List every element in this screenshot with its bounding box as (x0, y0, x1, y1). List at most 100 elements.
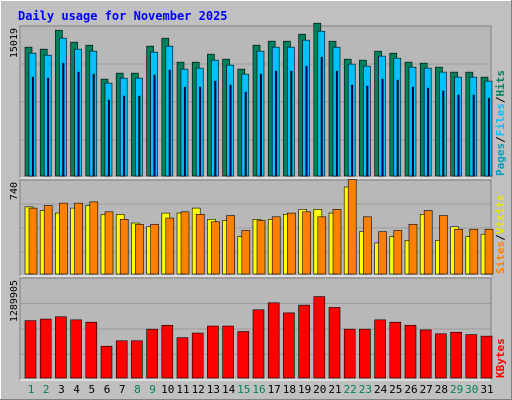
bar-kbytes (419, 329, 432, 379)
bar-kbytes (237, 331, 250, 379)
bar-kbytes (283, 312, 295, 379)
bar-sites (180, 211, 190, 275)
legend-middle: Sites/Visits (494, 195, 507, 275)
day-label: 25 (389, 383, 402, 396)
bar-pages (427, 87, 430, 177)
bar-sites (74, 202, 83, 275)
day-label: 18 (283, 383, 296, 396)
day-label: 7 (119, 383, 126, 396)
bar-sites (408, 223, 418, 275)
bar-pages (305, 65, 308, 177)
bar-kbytes (55, 316, 67, 379)
bar-kbytes (389, 321, 402, 379)
day-label: 21 (328, 383, 341, 396)
bars-hits-files-pages (24, 22, 493, 177)
bar-pages (275, 70, 278, 177)
bar-kbytes (24, 320, 37, 379)
bar-kbytes (191, 332, 204, 379)
bar-pages (229, 84, 232, 177)
day-label: 6 (104, 383, 111, 396)
ymax-label-kbytes: 1289905 (9, 280, 20, 322)
bar-pages (487, 97, 490, 177)
bar-kbytes (131, 340, 143, 379)
legend-sites: Sites (494, 241, 507, 274)
bar-pages (168, 69, 171, 177)
bar-kbytes (359, 328, 371, 379)
bar-kbytes (450, 331, 462, 379)
bar-pages (259, 73, 262, 177)
day-label: 11 (176, 383, 189, 396)
legend-pages: Pages (494, 143, 507, 176)
bar-pages (183, 86, 186, 177)
bar-kbytes (374, 319, 386, 379)
bar-kbytes (146, 328, 158, 379)
day-label: 31 (480, 383, 493, 396)
day-label: 22 (344, 383, 357, 396)
bar-pages (77, 71, 80, 177)
day-label: 17 (268, 383, 281, 396)
day-label: 8 (134, 383, 141, 396)
day-label: 5 (88, 383, 95, 396)
bar-pages (396, 79, 399, 177)
bar-kbytes (70, 319, 82, 379)
bars-kbytes (24, 296, 493, 379)
day-label: 19 (298, 383, 311, 396)
legend-hits: Hits (494, 70, 507, 97)
bar-sites (211, 221, 220, 275)
bar-sites (226, 215, 235, 275)
bar-sites (484, 228, 494, 275)
bar-sites (28, 207, 38, 275)
bar-sites (454, 228, 463, 275)
legend-sep: / (494, 234, 507, 241)
bar-sites (43, 205, 53, 275)
day-label: 13 (207, 383, 220, 396)
day-label: 12 (192, 383, 205, 396)
bar-sites (135, 223, 144, 275)
bar-kbytes (313, 296, 326, 379)
ymax-label-sites: 740 (9, 182, 20, 200)
bar-pages (366, 85, 369, 177)
bar-sites (271, 216, 281, 275)
bar-kbytes (252, 309, 265, 379)
bar-pages (107, 99, 110, 177)
day-label: 26 (404, 383, 417, 396)
day-label: 20 (313, 383, 326, 396)
bar-sites (469, 228, 479, 275)
bar-kbytes (115, 340, 128, 379)
bar-pages (320, 56, 323, 177)
bar-kbytes (176, 337, 189, 379)
day-label: 28 (435, 383, 448, 396)
day-label: 2 (43, 383, 50, 396)
x-axis-day-labels: 1 2 3 4 5 6 7 8 9 10 11 12 13 14 15 16 17 18 19 20 21 22 23 24 2… (28, 383, 494, 396)
bar-sites (363, 216, 372, 275)
day-label: 27 (420, 383, 433, 396)
bar-pages (244, 91, 247, 177)
bar-kbytes (465, 334, 478, 379)
day-label: 10 (161, 383, 174, 396)
bar-sites (302, 211, 311, 275)
bar-pages (31, 76, 34, 177)
bar-pages (92, 73, 95, 177)
bar-pages (199, 86, 202, 177)
legend-visits: Visits (494, 195, 507, 235)
bar-pages (214, 80, 217, 177)
legend-files: Files (494, 103, 507, 136)
day-label: 30 (465, 383, 478, 396)
bar-sites (378, 231, 387, 275)
bar-sites (59, 202, 68, 275)
bar-sites (317, 216, 327, 275)
bar-sites (439, 215, 448, 275)
legend-top: Pages/Files/Hits (494, 70, 507, 176)
bar-kbytes (222, 325, 234, 379)
legend-sep: / (494, 136, 507, 143)
bar-pages (47, 77, 50, 177)
bar-pages (472, 94, 475, 177)
legend-kbytes: KBytes (494, 338, 507, 378)
bar-kbytes (343, 328, 356, 379)
bar-kbytes (267, 302, 280, 379)
bar-sites (256, 220, 266, 275)
day-label: 23 (359, 383, 372, 396)
bar-sites (241, 230, 251, 275)
bar-pages (138, 95, 141, 177)
